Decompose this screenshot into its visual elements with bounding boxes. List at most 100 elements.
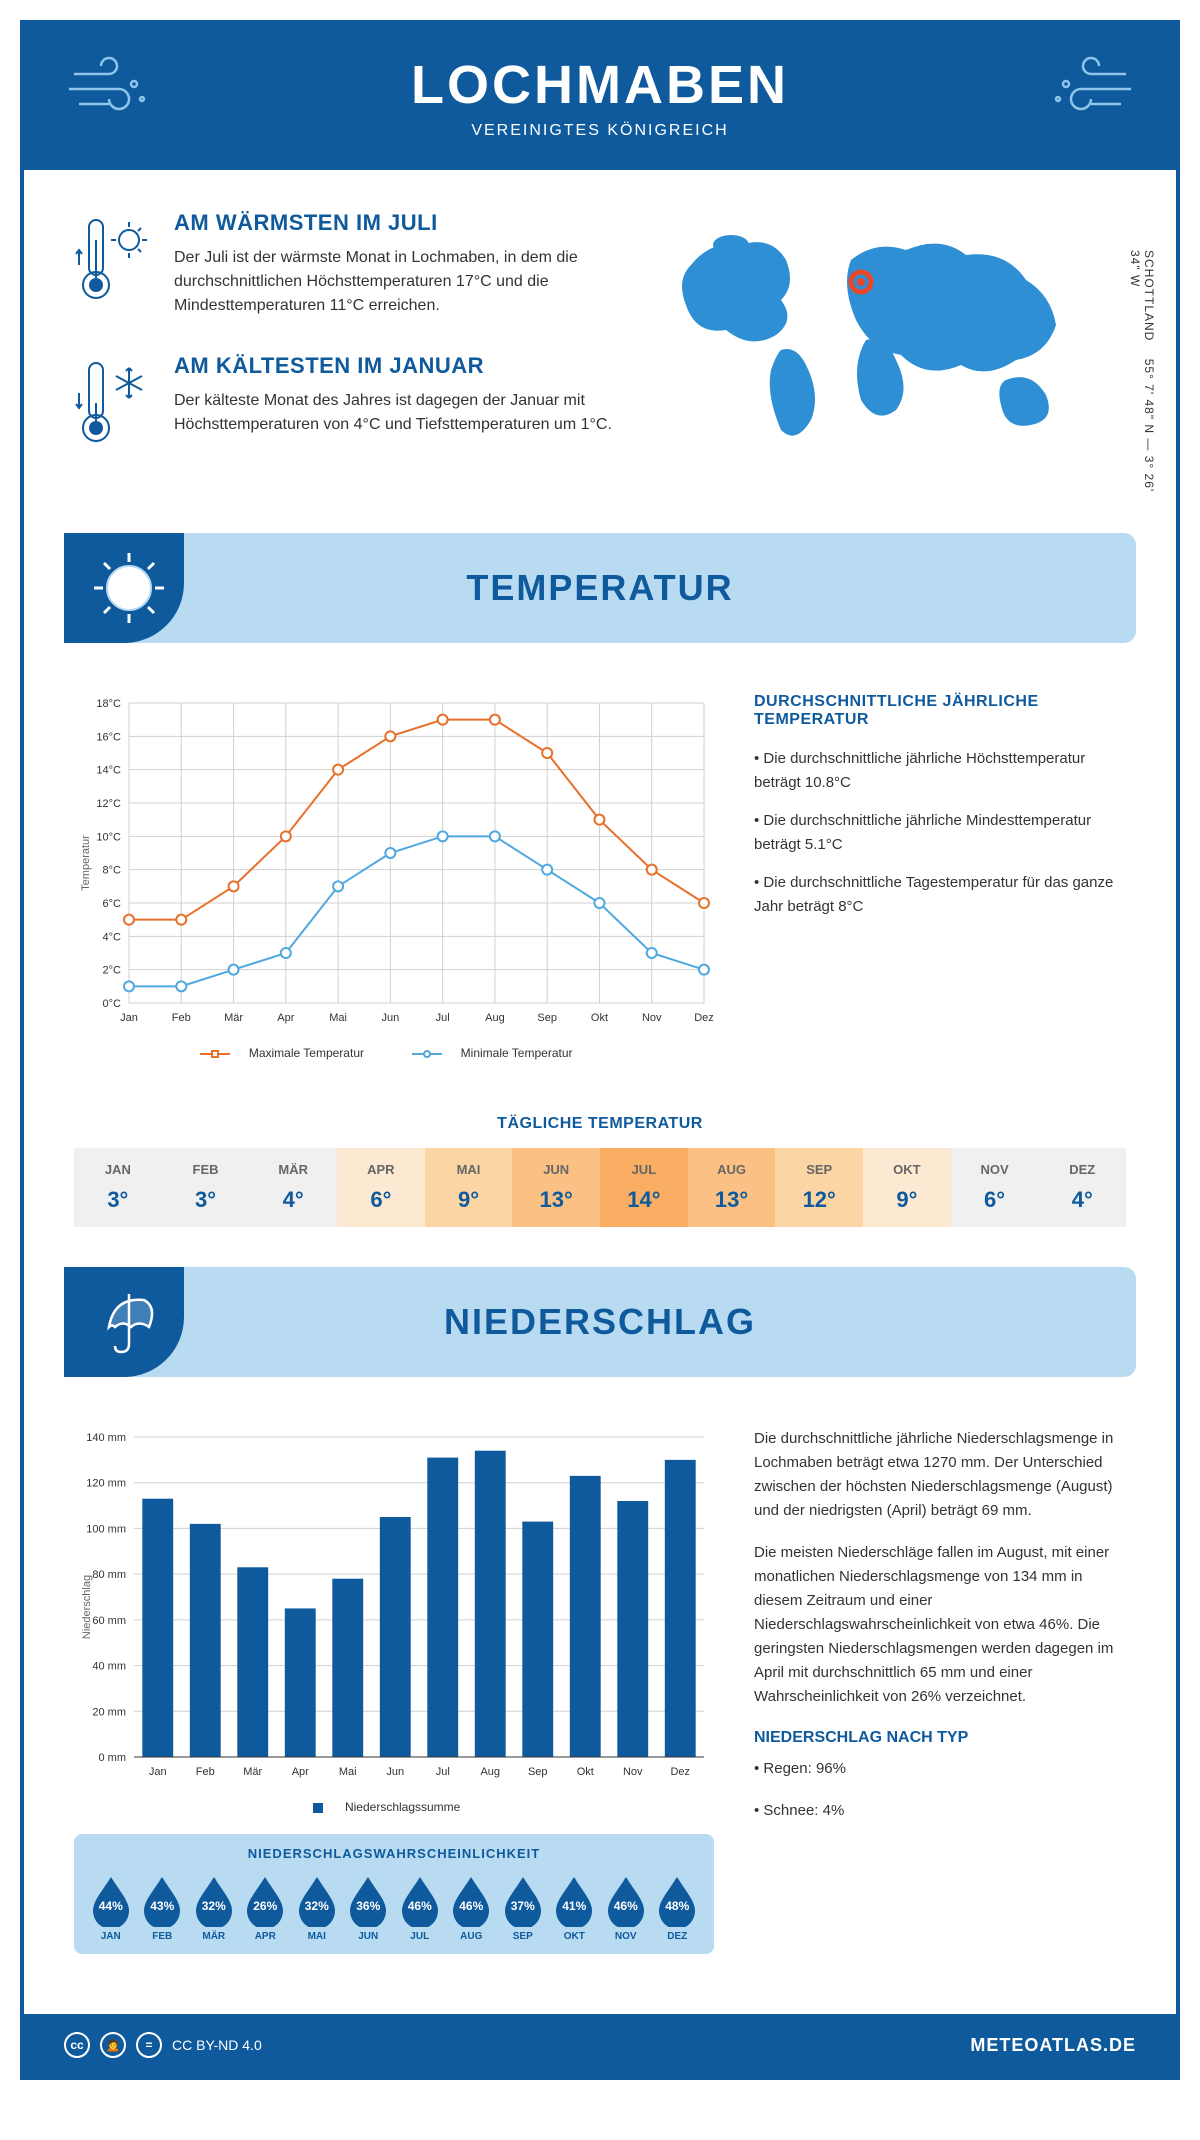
by-icon: 🙍 [100, 2032, 126, 2058]
temp-cell: MAI9° [425, 1148, 513, 1227]
section-banner-precip: NIEDERSCHLAG [64, 1267, 1136, 1377]
prob-drop: 44%JAN [86, 1873, 136, 1942]
svg-text:Jul: Jul [436, 1012, 450, 1024]
svg-text:Okt: Okt [591, 1012, 608, 1024]
svg-text:Aug: Aug [480, 1766, 500, 1778]
fact-warm: AM WÄRMSTEN IM JULI Der Juli ist der wär… [74, 210, 636, 318]
precip-info: Die durchschnittliche jährliche Niedersc… [754, 1427, 1126, 1954]
temp-cell: MÄR4° [249, 1148, 337, 1227]
wind-icon [1046, 54, 1136, 129]
fact-warm-text: Der Juli ist der wärmste Monat in Lochma… [174, 246, 636, 318]
svg-text:Feb: Feb [172, 1012, 191, 1024]
prob-drop: 26%APR [241, 1873, 291, 1942]
precipitation-bar-chart: 0 mm20 mm40 mm60 mm80 mm100 mm120 mm140 … [74, 1427, 714, 1814]
temp-info-title: DURCHSCHNITTLICHE JÄHRLICHE TEMPERATUR [754, 693, 1126, 729]
license-text: CC BY-ND 4.0 [172, 2037, 262, 2053]
cc-icon: cc [64, 2032, 90, 2058]
section-banner-temp: TEMPERATUR [64, 533, 1136, 643]
svg-text:10°C: 10°C [96, 831, 121, 843]
svg-text:18°C: 18°C [96, 698, 121, 710]
svg-text:Jan: Jan [149, 1766, 167, 1778]
svg-text:Sep: Sep [537, 1012, 557, 1024]
svg-text:Apr: Apr [292, 1766, 309, 1778]
section-title-precip: NIEDERSCHLAG [444, 1301, 756, 1343]
fact-cold-text: Der kälteste Monat des Jahres ist dagege… [174, 389, 636, 437]
temp-cell: OKT9° [863, 1148, 951, 1227]
svg-text:0 mm: 0 mm [99, 1752, 127, 1764]
svg-text:2°C: 2°C [103, 965, 122, 977]
svg-text:80 mm: 80 mm [92, 1569, 126, 1581]
temperature-line-chart: 0°C2°C4°C6°C8°C10°C12°C14°C16°C18°CJanFe… [74, 693, 714, 1060]
svg-text:Jul: Jul [436, 1766, 450, 1778]
svg-text:Mär: Mär [224, 1012, 243, 1024]
svg-text:Okt: Okt [577, 1766, 594, 1778]
page-subtitle: VEREINIGTES KÖNIGREICH [44, 122, 1156, 140]
precip-chart-legend: Niederschlagssumme [74, 1800, 714, 1814]
prob-drop: 36%JUN [344, 1873, 394, 1942]
svg-text:100 mm: 100 mm [86, 1523, 126, 1535]
svg-text:Mär: Mär [243, 1766, 262, 1778]
prob-drop: 37%SEP [498, 1873, 548, 1942]
svg-text:Nov: Nov [623, 1766, 643, 1778]
svg-text:16°C: 16°C [96, 731, 121, 743]
sun-icon [89, 548, 169, 633]
svg-text:Niederschlag: Niederschlag [81, 1575, 93, 1639]
svg-text:Feb: Feb [196, 1766, 215, 1778]
prob-drop: 32%MÄR [189, 1873, 239, 1942]
svg-text:Mai: Mai [339, 1766, 357, 1778]
temp-cell: JUL14° [600, 1148, 688, 1227]
svg-text:Nov: Nov [642, 1012, 662, 1024]
svg-text:Jun: Jun [386, 1766, 404, 1778]
umbrella-icon [89, 1282, 164, 1362]
wind-icon [64, 54, 154, 129]
svg-text:0°C: 0°C [103, 998, 122, 1010]
thermometer-snow-icon [74, 353, 154, 458]
fact-warm-title: AM WÄRMSTEN IM JULI [174, 210, 636, 236]
daily-temp-title: TÄGLICHE TEMPERATUR [24, 1115, 1176, 1133]
precipitation-probability: NIEDERSCHLAGSWAHRSCHEINLICHKEIT 44%JAN43… [74, 1834, 714, 1954]
temp-cell: AUG13° [688, 1148, 776, 1227]
svg-text:Dez: Dez [670, 1766, 690, 1778]
svg-text:40 mm: 40 mm [92, 1661, 126, 1673]
daily-temp-table: JAN3°FEB3°MÄR4°APR6°MAI9°JUN13°JUL14°AUG… [74, 1148, 1126, 1227]
section-title-temp: TEMPERATUR [466, 567, 733, 609]
svg-text:Mai: Mai [329, 1012, 347, 1024]
svg-text:Apr: Apr [277, 1012, 294, 1024]
site-name: METEOATLAS.DE [970, 2035, 1136, 2056]
prob-drop: 46%JUL [395, 1873, 445, 1942]
footer: cc 🙍 = CC BY-ND 4.0 METEOATLAS.DE [24, 2014, 1176, 2076]
svg-text:Jan: Jan [120, 1012, 138, 1024]
nd-icon: = [136, 2032, 162, 2058]
svg-text:Aug: Aug [485, 1012, 505, 1024]
temp-info: DURCHSCHNITTLICHE JÄHRLICHE TEMPERATUR •… [754, 693, 1126, 1060]
temp-chart-legend: Maximale Temperatur Minimale Temperatur [74, 1046, 714, 1060]
thermometer-sun-icon [74, 210, 154, 318]
temp-cell: APR6° [337, 1148, 425, 1227]
prob-drop: 43%FEB [138, 1873, 188, 1942]
svg-text:Dez: Dez [694, 1012, 714, 1024]
header: LOCHMABEN VEREINIGTES KÖNIGREICH [24, 24, 1176, 170]
prob-drop: 46%NOV [601, 1873, 651, 1942]
svg-text:14°C: 14°C [96, 765, 121, 777]
prob-drop: 48%DEZ [653, 1873, 703, 1942]
svg-text:60 mm: 60 mm [92, 1615, 126, 1627]
page-title: LOCHMABEN [44, 54, 1156, 116]
svg-text:20 mm: 20 mm [92, 1706, 126, 1718]
temp-cell: FEB3° [162, 1148, 250, 1227]
fact-cold-title: AM KÄLTESTEN IM JANUAR [174, 353, 636, 379]
temp-cell: SEP12° [775, 1148, 863, 1227]
svg-text:6°C: 6°C [103, 898, 122, 910]
world-map: SCHOTTLAND 55° 7' 48" N — 3° 26' 34" W [666, 210, 1126, 493]
temp-cell: NOV6° [951, 1148, 1039, 1227]
svg-text:120 mm: 120 mm [86, 1478, 126, 1490]
prob-drop: 46%AUG [447, 1873, 497, 1942]
temp-cell: JUN13° [512, 1148, 600, 1227]
svg-text:Jun: Jun [381, 1012, 399, 1024]
svg-text:4°C: 4°C [103, 931, 122, 943]
fact-cold: AM KÄLTESTEN IM JANUAR Der kälteste Mona… [74, 353, 636, 458]
svg-text:Temperatur: Temperatur [80, 835, 92, 891]
svg-text:Sep: Sep [528, 1766, 548, 1778]
prob-drop: 32%MAI [292, 1873, 342, 1942]
prob-drop: 41%OKT [550, 1873, 600, 1942]
temp-cell: DEZ4° [1038, 1148, 1126, 1227]
